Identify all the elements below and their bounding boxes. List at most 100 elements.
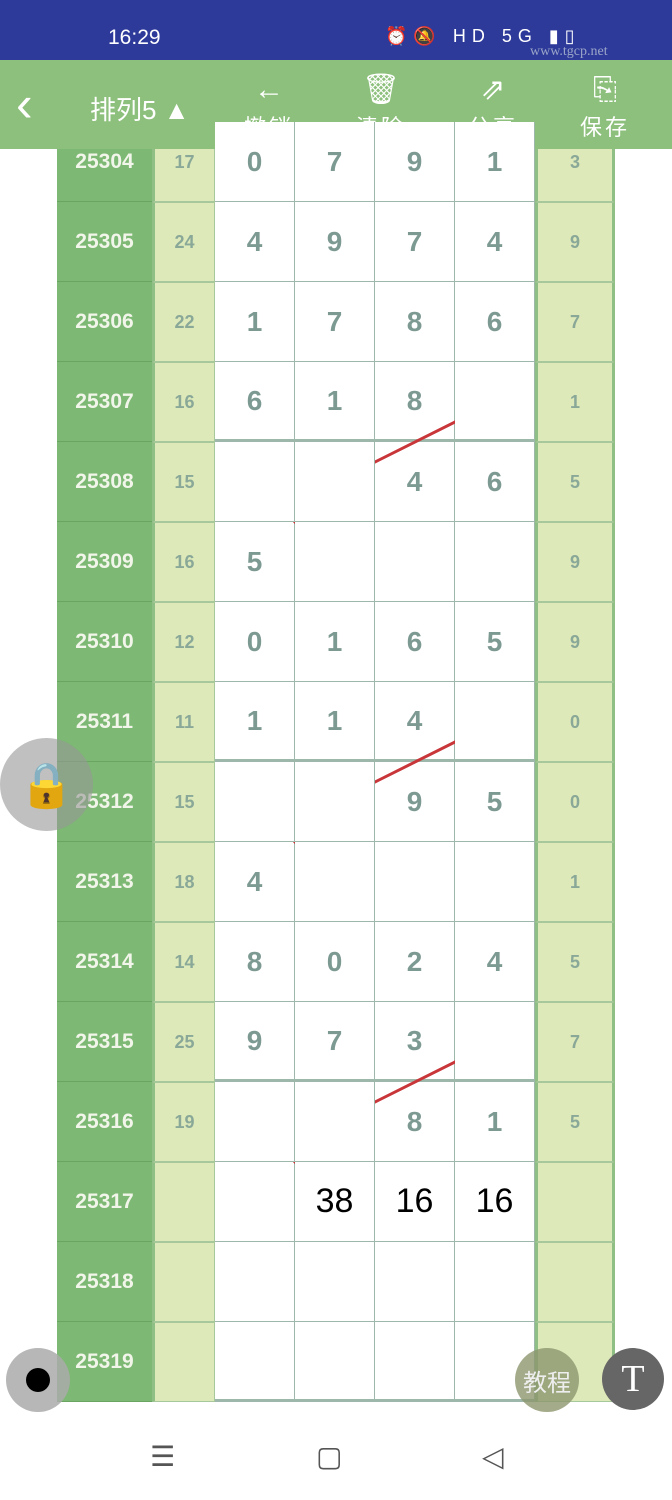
digit-cell: 1 [455,122,535,202]
triangle-up-icon: ▲ [163,95,190,125]
last-value: 1 [535,362,615,442]
last-value: 7 [535,1002,615,1082]
digit-ball: 16 [455,1162,535,1242]
nav-menu-button[interactable]: ☰ [150,1441,176,1472]
digit-ball: 2 [455,522,535,602]
digit-cell: 0 [295,922,375,1002]
digit-cell: 4 [455,202,535,282]
sum-value: 18 [152,842,215,922]
draw-mode-button[interactable] [6,1348,70,1412]
share-icon: ⇗ [480,73,506,106]
digit-cell: 1 [295,362,375,442]
arrow-left-icon: ← [254,73,284,106]
digit-cell [215,1322,295,1402]
digit-cell: 4 [375,442,455,522]
digit-cell: 4 [455,922,535,1002]
digit-cell: 7 [295,1002,375,1082]
digit-cell: 0 [215,122,295,202]
issue-number: 25314 [57,922,152,1002]
last-value: 0 [535,762,615,842]
last-value [535,1242,615,1322]
digit-cell: 1 [295,602,375,682]
watermark: www.tgcp.net [530,44,608,59]
digit-cell: 9 [295,202,375,282]
sum-value [152,1242,215,1322]
sum-value: 16 [152,522,215,602]
text-tool-button[interactable]: T [602,1348,664,1410]
digit-ball: 5 [375,842,455,922]
digit-cell [375,1322,455,1402]
issue-number: 25313 [57,842,152,922]
digit-cell: 9 [375,762,455,842]
back-button[interactable]: ‹ [16,76,33,132]
issue-number: 25309 [57,522,152,602]
last-value: 9 [535,602,615,682]
digit-ball: 5 [455,682,535,762]
issue-number: 25318 [57,1242,152,1322]
sum-value: 22 [152,282,215,362]
last-value: 1 [535,842,615,922]
status-bar: 16:29 ⏰🔕 HD 5G ▮▯ www.tgcp.net [0,0,672,60]
sum-value [152,1322,215,1402]
digit-ball: 4 [295,842,375,922]
digit-cell: 2 [375,922,455,1002]
digit-cell: 1 [295,682,375,762]
lock-button[interactable]: 🔒 [0,738,93,831]
digit-ball: 16 [375,1162,455,1242]
issue-number: 25305 [57,202,152,282]
issue-number: 25319 [57,1322,152,1402]
issue-number: 25315 [57,1002,152,1082]
digit-cell: 9 [375,122,455,202]
nav-back-button[interactable]: ◁ [482,1441,504,1472]
digit-ball: 3 [295,442,375,522]
digit-ball: 38 [295,1162,375,1242]
sum-value: 16 [152,362,215,442]
toolbar-save-button[interactable]: ⎘ 保存 [570,70,640,142]
digit-cell: 1 [215,282,295,362]
nav-home-button[interactable]: ▢ [316,1441,343,1472]
digit-cell [295,1242,375,1322]
page-title: 排列5 [90,95,157,125]
digit-ball: 0 [295,762,375,842]
sum-value: 15 [152,442,215,522]
digit-cell: 1 [455,1082,535,1162]
digit-ball: 1 [455,362,535,442]
status-time: 16:29 [108,26,161,49]
sum-value: 15 [152,762,215,842]
last-value: 5 [535,1082,615,1162]
digit-cell: 6 [375,602,455,682]
digit-ball: 9 [215,1082,295,1162]
digit-cell: 5 [455,762,535,842]
issue-number: 25317 [57,1162,152,1242]
lottery-selector[interactable]: 排列5 ▲ [90,90,189,127]
digit-cell: 8 [375,282,455,362]
digit-ball: 6 [455,1002,535,1082]
dot-icon [26,1368,50,1392]
last-value [535,1162,615,1242]
last-value: 7 [535,282,615,362]
digit-cell: 8 [215,922,295,1002]
tutorial-button[interactable]: 教程 [515,1348,579,1412]
sum-value: 24 [152,202,215,282]
toolbar-label: 保存 [579,115,630,140]
digit-cell [455,1242,535,1322]
digit-cell: 7 [375,202,455,282]
issue-number: 25310 [57,602,152,682]
digit-cell: 7 [295,282,375,362]
digit-ball: 2 [215,442,295,522]
last-value: 5 [535,922,615,1002]
digit-cell: 1 [215,682,295,762]
digit-cell: 5 [455,602,535,682]
digit-ball: 1 [295,1082,375,1162]
digit-cell: 7 [295,122,375,202]
last-value: 0 [535,682,615,762]
lock-icon: 🔒 [19,760,74,810]
status-icons: ⏰🔕 HD 5G ▮▯ [385,26,581,46]
digit-ball: 1 [215,762,295,842]
digit-cell: 6 [215,362,295,442]
digit-cell: 5 [215,522,295,602]
digit-cell: 9 [215,1002,295,1082]
issue-number: 25307 [57,362,152,442]
sum-value: 25 [152,1002,215,1082]
digit-cell [215,1242,295,1322]
